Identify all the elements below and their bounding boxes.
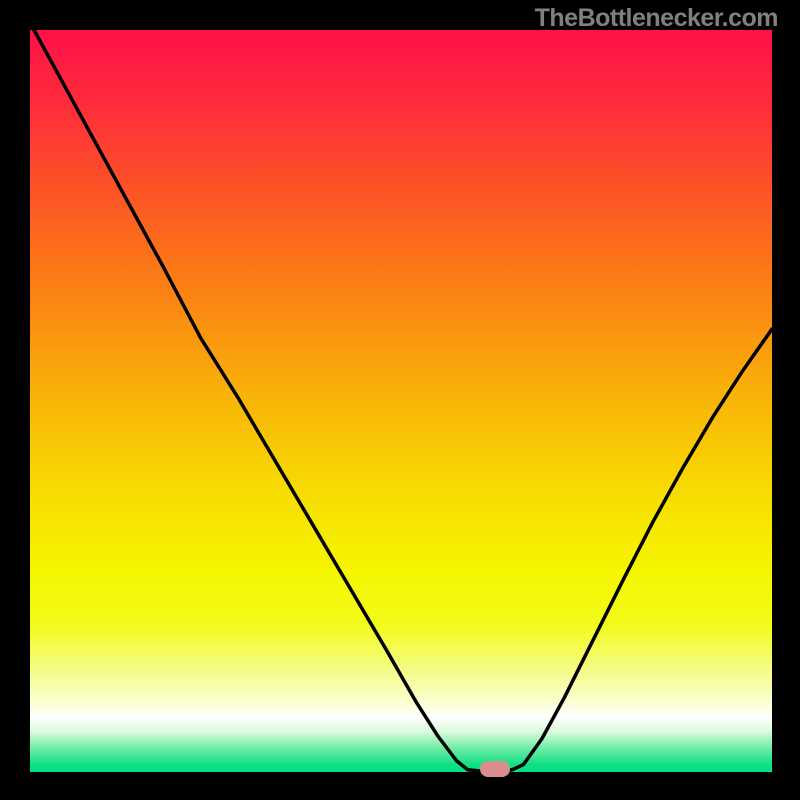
highlight-marker	[480, 761, 510, 777]
plot-area	[30, 30, 772, 772]
gradient-background	[30, 30, 772, 772]
chart-canvas: TheBottlenecker.com	[0, 0, 800, 800]
watermark-text: TheBottlenecker.com	[535, 4, 778, 33]
plot-svg	[30, 30, 772, 772]
